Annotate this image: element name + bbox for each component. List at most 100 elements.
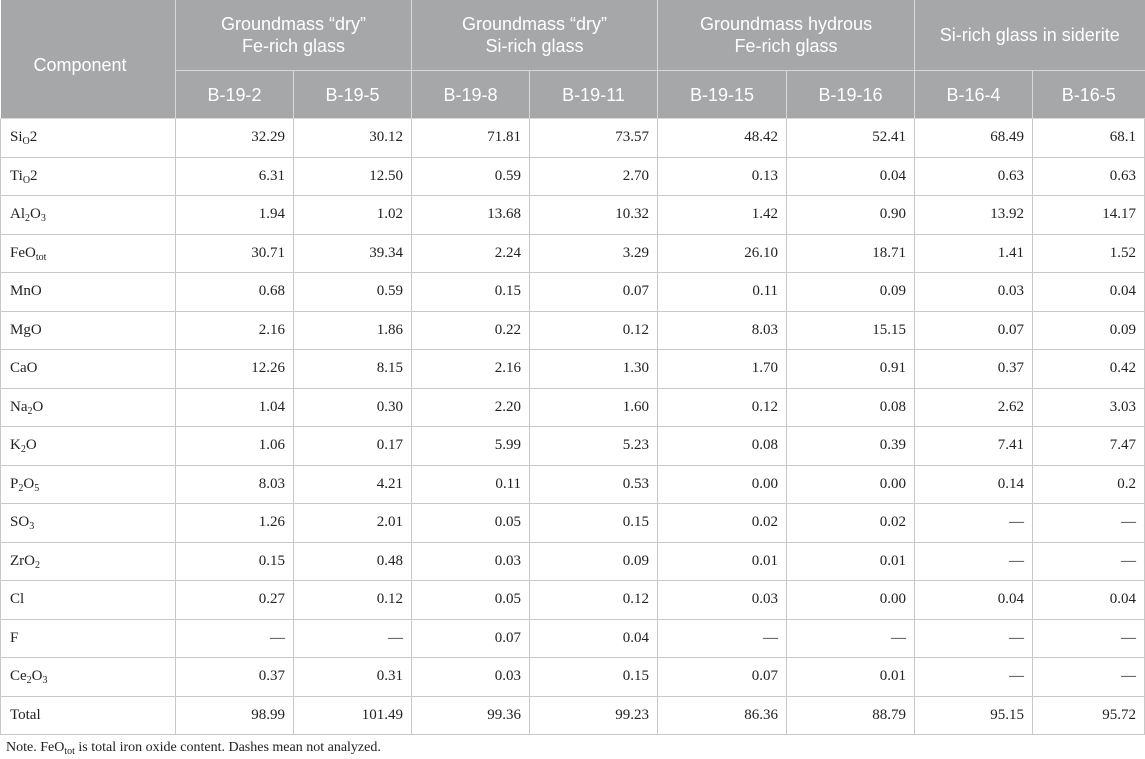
value-cell: 0.03: [411, 657, 531, 697]
sample-header: B-16-4: [914, 70, 1034, 119]
formula-text: Ce: [10, 668, 27, 685]
value-cell: 8.03: [175, 464, 294, 504]
value-cell: 0.2: [1032, 464, 1145, 504]
value-cell: 1.41: [914, 233, 1034, 273]
value-cell: 2.20: [411, 387, 531, 427]
value-cell: 98.99: [175, 695, 294, 735]
value-cell: 0.05: [411, 503, 531, 543]
table-row: ZrO2 0.15 0.48 0.03 0.09 0.01 0.01— —: [0, 541, 1145, 581]
value-cell: 1.06: [175, 426, 294, 466]
value-cell: 0.37: [175, 657, 294, 697]
group-header-line2: Fe-rich glass: [241, 36, 346, 56]
value-cell: 0.02: [786, 503, 916, 543]
value-cell: —: [914, 618, 1034, 658]
value-cell: 0.04: [1032, 580, 1145, 620]
value-cell: 0.00: [786, 464, 916, 504]
value-cell: 0.11: [657, 272, 788, 312]
table-row: Total 98.99 101.49 99.36 99.23 86.36 88.79 95.1…: [0, 695, 1145, 735]
sample-header: B-19-11: [529, 70, 659, 119]
value-cell: 0.31: [292, 657, 413, 697]
formula-subscript: O: [22, 136, 30, 148]
table-row: Al2O3 1.94 1.02 13.68 10.32 1.42 0.90 13.92 14.1…: [0, 195, 1145, 235]
table-row: CaO 12.26 8.15 2.16 1.30 1.70 0.91 0.37 0.42: [0, 349, 1145, 389]
value-cell: 7.47: [1032, 426, 1145, 466]
value-cell: 0.07: [529, 272, 659, 312]
table-row: Cl 0.27 0.12 0.05 0.12 0.03 0.00 0.04 0.04: [0, 580, 1145, 620]
formula-text: CaO: [10, 360, 38, 377]
value-cell: 71.81: [411, 118, 531, 158]
value-cell: 5.99: [411, 426, 531, 466]
value-cell: 0.63: [1032, 156, 1145, 196]
value-cell: 0.30: [292, 387, 413, 427]
value-cell: 0.03: [914, 272, 1034, 312]
value-cell: 99.36: [411, 695, 531, 735]
sample-header: B-19-2: [175, 70, 294, 119]
value-cell: —: [914, 541, 1034, 581]
value-cell: 0.00: [786, 580, 916, 620]
value-cell: 0.11: [411, 464, 531, 504]
value-cell: 0.12: [657, 387, 788, 427]
value-cell: 2.16: [175, 310, 294, 350]
group-header-dry-fe-rich: Groundmass “dry” Fe-rich glass: [175, 0, 413, 71]
formula-text: F: [10, 629, 19, 646]
value-cell: 0.04: [1032, 272, 1145, 312]
formula-text: Ti: [10, 167, 23, 184]
value-cell: 1.86: [292, 310, 413, 350]
sample-header: B-19-16: [786, 70, 916, 119]
value-cell: —: [1032, 503, 1145, 543]
value-cell: 5.23: [529, 426, 659, 466]
note-subscript: tot: [64, 746, 75, 757]
sample-header: B-16-5: [1032, 70, 1145, 119]
value-cell: —: [914, 657, 1034, 697]
value-cell: 18.71: [786, 233, 916, 273]
formula-subscript: 2: [35, 559, 40, 571]
value-cell: 1.26: [175, 503, 294, 543]
component-label: Cl: [0, 580, 176, 620]
formula-subscript: 2: [26, 675, 32, 687]
component-label: MgO: [0, 310, 176, 350]
value-cell: 48.42: [657, 118, 788, 158]
formula-text: O: [30, 206, 41, 223]
value-cell: 26.10: [657, 233, 788, 273]
value-cell: 0.01: [786, 541, 916, 581]
value-cell: 2.01: [292, 503, 413, 543]
formula-text: MgO: [10, 321, 42, 338]
formula-text: Cl: [10, 591, 25, 608]
value-cell: 30.71: [175, 233, 294, 273]
value-cell: 0.15: [529, 503, 659, 543]
value-cell: 0.48: [292, 541, 413, 581]
value-cell: 0.01: [657, 541, 788, 581]
formula-text: SO: [10, 514, 30, 531]
value-cell: 73.57: [529, 118, 659, 158]
note-text-start: Note. FeO: [6, 740, 65, 755]
formula-text: O: [25, 437, 37, 454]
formula-text: O: [31, 668, 43, 685]
value-cell: 4.21: [292, 464, 413, 504]
formula-subscript: 3: [29, 521, 35, 533]
value-cell: 1.04: [175, 387, 294, 427]
value-cell: 3.03: [1032, 387, 1145, 427]
value-cell: 0.59: [411, 156, 531, 196]
value-cell: 1.60: [529, 387, 659, 427]
component-label: P2O5: [0, 464, 176, 504]
value-cell: 2.70: [529, 156, 659, 196]
component-label: K2O: [0, 426, 176, 466]
value-cell: 12.50: [292, 156, 413, 196]
table-row: F — —0.07 0.04— — — —: [0, 618, 1145, 658]
component-header: Component: [0, 0, 176, 119]
table-row: TiO2 6.31 12.50 0.59 2.70 0.13 0.04 0.63 0.63: [0, 156, 1145, 196]
value-cell: 0.09: [529, 541, 659, 581]
component-label: SiO2: [0, 118, 176, 158]
group-header-line2: Fe-rich glass: [734, 36, 838, 56]
value-cell: —: [1032, 541, 1145, 581]
formula-text: P: [10, 475, 19, 492]
value-cell: 7.41: [914, 426, 1034, 466]
formula-text: 2: [30, 167, 38, 184]
value-cell: 1.02: [292, 195, 413, 235]
group-header-line1: Groundmass hydrous: [699, 14, 873, 34]
value-cell: 3.29: [529, 233, 659, 273]
value-cell: 0.08: [786, 387, 916, 427]
table-body: SiO2 32.29 30.12 71.81 73.57 48.42 52.41 68.49 6…: [0, 118, 1145, 735]
table-row: Na2O 1.04 0.30 2.20 1.60 0.12 0.08 2.62 3.03: [0, 387, 1145, 427]
value-cell: 0.15: [529, 657, 659, 697]
